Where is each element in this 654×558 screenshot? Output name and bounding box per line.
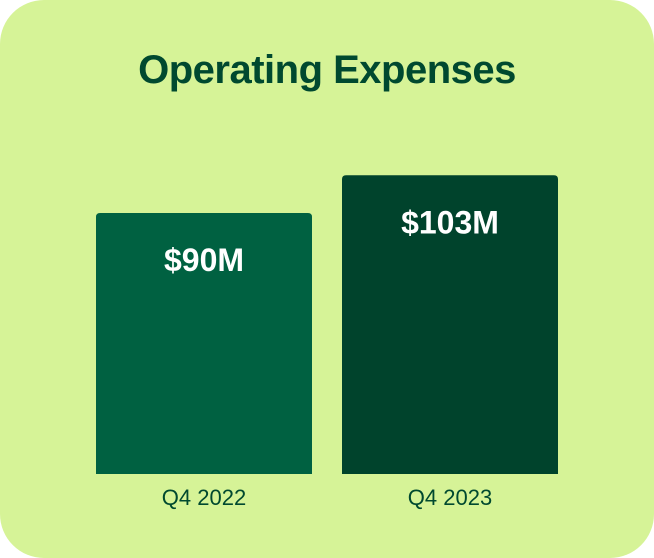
chart-title: Operating Expenses bbox=[138, 48, 516, 92]
bar-q4-2022 bbox=[96, 213, 312, 474]
category-label-q4-2023: Q4 2023 bbox=[408, 485, 492, 510]
bar-q4-2023 bbox=[342, 175, 558, 475]
category-label-q4-2022: Q4 2022 bbox=[162, 485, 246, 510]
value-label-q4-2023: $103M bbox=[401, 204, 499, 240]
value-label-q4-2022: $90M bbox=[164, 242, 244, 278]
